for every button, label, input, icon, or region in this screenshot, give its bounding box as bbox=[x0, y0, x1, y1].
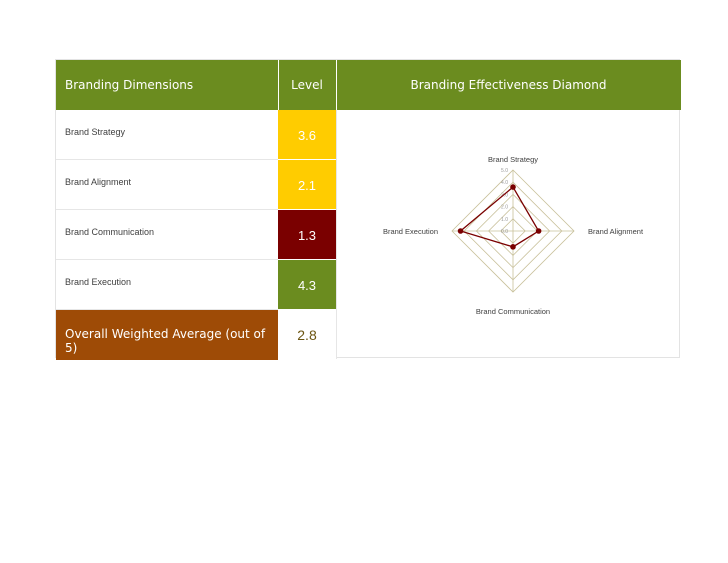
row-level: 1.3 bbox=[278, 210, 336, 260]
data-point bbox=[457, 228, 464, 234]
row-level: 2.1 bbox=[278, 160, 336, 210]
diamond-chart-area: 0.0 1.0 2.0 3.0 4.0 5.0 Brand Strategy Brand Al… bbox=[336, 110, 681, 359]
tick-label: 1.0 bbox=[501, 217, 508, 223]
header-separator bbox=[336, 60, 337, 110]
data-point bbox=[510, 244, 516, 250]
row-label: Brand Execution bbox=[56, 260, 278, 310]
row-label: Brand Strategy bbox=[56, 110, 278, 160]
row-level: 3.6 bbox=[278, 110, 336, 160]
radar-chart: 0.0 1.0 2.0 3.0 4.0 5.0 Brand Strategy Brand Al… bbox=[383, 155, 644, 316]
axis-label: Brand Strategy bbox=[488, 155, 538, 164]
table-row: Brand Alignment 2.1 bbox=[56, 160, 336, 210]
axis-label: Brand Execution bbox=[383, 227, 438, 236]
data-point bbox=[535, 228, 542, 234]
tick-label: 4.0 bbox=[501, 180, 508, 186]
row-level: 4.3 bbox=[278, 260, 336, 310]
header-diamond: Branding Effectiveness Diamond bbox=[410, 78, 607, 92]
row-label: Brand Communication bbox=[56, 210, 278, 260]
table-row: Brand Execution 4.3 bbox=[56, 260, 336, 310]
overall-level: 2.8 bbox=[278, 310, 336, 360]
axis-label: Brand Communication bbox=[476, 307, 550, 316]
tick-label: 3.0 bbox=[501, 192, 508, 198]
overall-row: Overall Weighted Average (out of 5) 2.8 bbox=[56, 310, 336, 360]
overall-label: Overall Weighted Average (out of 5) bbox=[56, 310, 278, 360]
row-label: Brand Alignment bbox=[56, 160, 278, 210]
branding-table: Branding Dimensions Level Branding Effec… bbox=[55, 59, 681, 360]
axis-label: Brand Alignment bbox=[588, 227, 644, 236]
table-header: Branding Dimensions Level Branding Effec… bbox=[56, 60, 681, 110]
header-dimensions: Branding Dimensions bbox=[65, 78, 194, 92]
header-level: Level bbox=[291, 78, 323, 92]
tick-label: 2.0 bbox=[501, 205, 508, 211]
data-point bbox=[510, 184, 516, 190]
header-separator bbox=[278, 60, 279, 110]
tick-label: 5.0 bbox=[501, 168, 508, 174]
table-row: Brand Communication 1.3 bbox=[56, 210, 336, 260]
tick-label: 0.0 bbox=[501, 229, 508, 235]
table-row: Brand Strategy 3.6 bbox=[56, 110, 336, 160]
